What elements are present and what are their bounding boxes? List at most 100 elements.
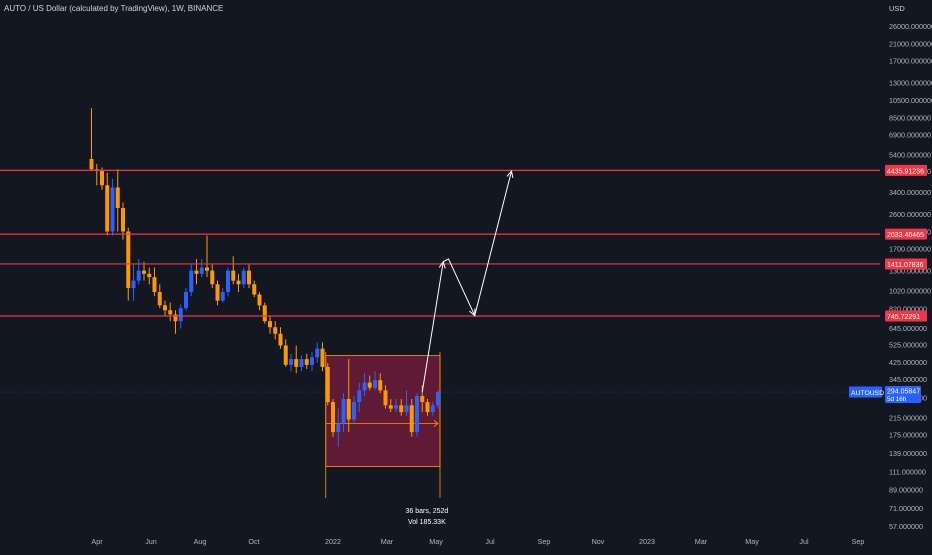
candle-up [352,402,356,420]
candle-down [283,345,288,365]
y-tick-label: 820.000000 [889,304,927,313]
candle-down [100,171,104,186]
candle-down [152,277,157,293]
level-price-tag [885,310,927,322]
candle-down [320,348,325,367]
candle-down [236,280,241,285]
candle-up [131,280,136,289]
y-tick-label: 3400.000000 [889,188,931,197]
projection-arrowhead-up [438,260,446,269]
chart-title: AUTO / US Dollar (calculated by TradingV… [4,4,224,13]
candle-down [331,402,335,433]
candle-down [247,270,251,285]
candle-down [147,273,152,278]
range-stats-label: 36 bars, 252d [405,508,448,515]
candle-up [110,187,115,232]
x-tick-label: Oct [248,537,259,546]
candle-down [257,294,262,306]
candle-down [294,359,299,367]
candle-up [178,308,183,322]
symbol-tag [849,386,882,398]
candle-down [420,396,425,403]
range-mid-arrowhead [433,420,439,427]
candle-up [199,267,204,274]
symbol-label: AUTOUSD [851,390,884,397]
candle-down [425,402,430,413]
candle-up [357,390,362,403]
candle-down [252,284,257,295]
y-tick-label: 139.000000 [889,449,927,458]
y-tick-label: 645.000000 [889,324,927,333]
y-tick-label: 425.000000 [889,358,927,367]
y-tick-label: 215.000000 [889,414,927,423]
projection-arrowhead-down [469,308,476,317]
candle-down [163,305,167,311]
candle-up [315,348,320,358]
projection-path [421,170,512,393]
x-tick-label: Jul [799,537,809,546]
y-tick-label: 71.000000 [889,504,923,513]
x-tick-label: Nov [592,537,605,546]
level-price-tag [885,228,927,240]
candle-down [409,405,414,433]
candle-up [415,396,419,433]
candle-down [210,270,215,285]
candle-down [215,284,220,301]
y-tick-label: 10500.000000 [889,96,932,105]
y-tick-label: 89.000000 [889,486,923,495]
candle-down [262,305,267,322]
x-tick-label: 2023 [639,537,655,546]
y-tick-label: 2600.000000 [889,210,931,219]
candle-down [121,207,125,232]
candle-up [220,292,225,301]
candle-up [430,405,435,413]
candle-up [184,292,188,309]
candle-down [383,390,388,406]
candle-up [299,359,304,367]
candle-up [136,270,141,281]
x-tick-label: Jun [145,537,157,546]
candle-down [194,270,199,274]
candle-down [273,327,278,334]
candle-up [394,405,398,409]
candle-down [231,270,236,281]
y-tick-label: 175.000000 [889,430,927,439]
candle-down [325,366,330,403]
y-tick-label: 1300.000000 [889,267,931,276]
candle-up [341,398,346,424]
currency-label: USD [889,4,905,13]
x-tick-label: Jul [485,537,495,546]
y-tick-label: 26000.000000 [889,22,932,31]
candle-down [157,292,162,306]
candle-down [115,187,120,208]
candle-down [142,270,146,274]
level-price-tag [885,164,927,176]
candle-down [346,398,351,420]
level-price-label: 4435.91236 [887,168,924,175]
x-tick-label: 2022 [325,537,341,546]
x-tick-label: Apr [91,537,103,546]
candle-up [310,357,314,365]
level-price-label: 745.72291 [887,314,920,321]
candle-up [404,405,409,413]
x-tick-label: Mar [381,537,394,546]
y-tick-label: 8500.000000 [889,113,931,122]
candle-up [373,380,377,388]
candle-down [126,231,131,289]
y-tick-label: 1700.000000 [889,245,931,254]
y-tick-label: 345.000000 [889,375,927,384]
candle-up [226,270,230,293]
y-tick-label: 57.000000 [889,522,923,531]
projection-arrowhead-target [506,169,514,179]
candle-down [388,405,393,409]
level-price-tag [885,258,927,270]
candle-down [378,380,383,391]
y-tick-label: 111.000000 [889,468,926,477]
candle-down [278,333,283,346]
range-stats-label: Vol 185.33K [408,519,446,526]
y-tick-label: 13000.000000 [889,79,932,88]
candle-up [241,270,246,285]
candle-down [105,185,110,232]
